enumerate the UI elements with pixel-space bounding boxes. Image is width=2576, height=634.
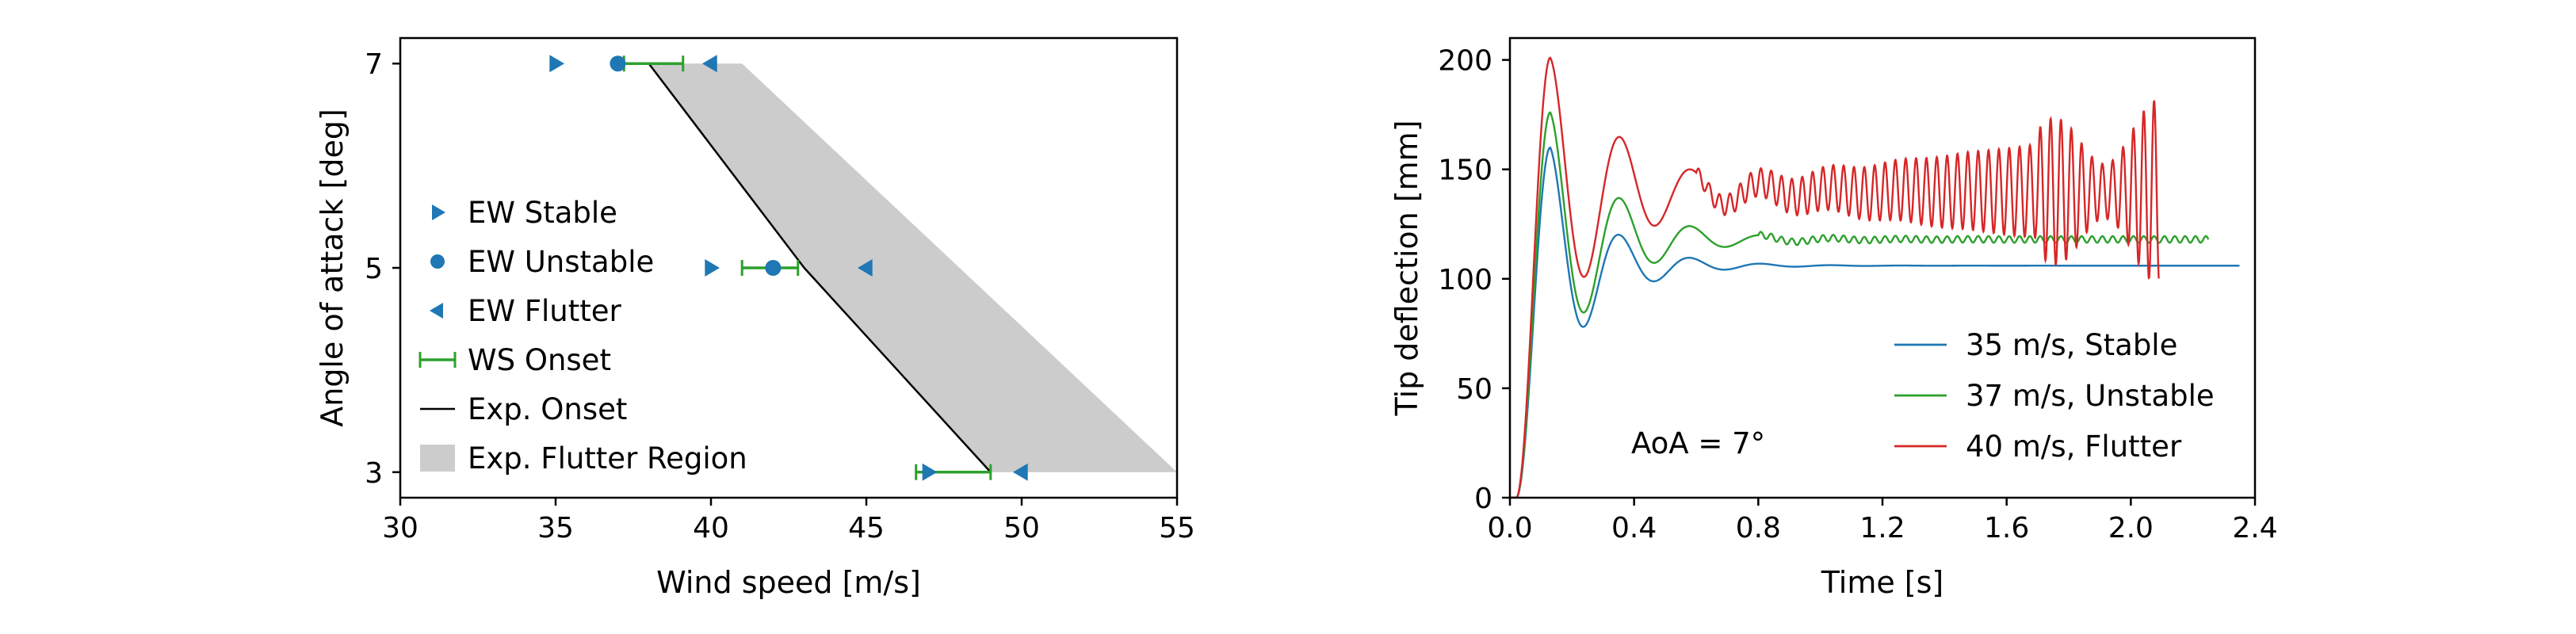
x-tick-label: 50 bbox=[1003, 512, 1040, 544]
legend-flutter-marker bbox=[430, 303, 443, 319]
legend-label: 37 m/s, Unstable bbox=[1966, 379, 2215, 413]
legend-unstable-marker bbox=[430, 254, 445, 269]
x-tick-label: 45 bbox=[848, 512, 885, 544]
legend-flutter-region-swatch bbox=[420, 445, 455, 472]
ew-flutter-point bbox=[702, 55, 717, 73]
y-tick-label: 0 bbox=[1474, 483, 1492, 515]
legend-label: Exp. Flutter Region bbox=[468, 441, 747, 476]
y-tick-label: 3 bbox=[365, 457, 383, 490]
x-tick-label: 0.4 bbox=[1611, 512, 1657, 544]
y-tick-label: 5 bbox=[365, 253, 383, 285]
plot-frame bbox=[1508, 36, 2257, 499]
x-tick-label: 0.8 bbox=[1736, 512, 1781, 544]
legend-label: Exp. Onset bbox=[468, 392, 627, 426]
legend-label: 40 m/s, Flutter bbox=[1966, 430, 2182, 464]
y-tick-label: 200 bbox=[1438, 45, 1492, 78]
ew-unstable-point bbox=[610, 55, 626, 72]
ew-unstable-point bbox=[765, 260, 782, 276]
y-tick-label: 7 bbox=[365, 48, 383, 81]
flutter-region-area bbox=[648, 63, 1177, 472]
series-line-1 bbox=[1510, 146, 2240, 498]
ew-stable-point bbox=[705, 259, 720, 277]
exp-onset-line bbox=[648, 63, 992, 473]
y-axis-label: Tip deflection [mm] bbox=[1389, 120, 1424, 416]
legend-label: 35 m/s, Stable bbox=[1966, 328, 2177, 362]
x-tick-label: 0.0 bbox=[1487, 512, 1532, 544]
y-tick-label: 100 bbox=[1438, 264, 1492, 296]
y-tick-label: 50 bbox=[1456, 373, 1492, 406]
y-axis-label: Angle of attack [deg] bbox=[315, 109, 350, 427]
x-tick-label: 40 bbox=[693, 512, 729, 544]
x-tick-label: 55 bbox=[1159, 512, 1195, 544]
x-axis-label: Time [s] bbox=[1821, 565, 1944, 600]
ew-stable-point bbox=[922, 463, 938, 481]
ew-flutter-point bbox=[1013, 463, 1028, 481]
legend-stable-marker bbox=[432, 204, 445, 220]
x-tick-label: 2.4 bbox=[2232, 512, 2277, 544]
series-line-2 bbox=[1510, 111, 2210, 498]
ew-flutter-point bbox=[858, 259, 873, 277]
legend-label: EW Flutter bbox=[468, 294, 622, 328]
legend-label: EW Stable bbox=[468, 196, 617, 230]
x-axis-label: Wind speed [m/s] bbox=[656, 565, 921, 600]
tip-deflection-chart: 0.0 0.4 0.8 1.2 1.6 2.0 2.4 0 50 100 150 200 Time [s… bbox=[1389, 36, 2278, 600]
series-line-3 bbox=[1510, 56, 2160, 498]
x-tick-label: 30 bbox=[382, 512, 419, 544]
legend-label: EW Unstable bbox=[468, 245, 654, 279]
y-tick-label: 150 bbox=[1438, 155, 1492, 187]
aoa-annotation: AoA = 7° bbox=[1631, 426, 1765, 460]
x-tick-label: 1.2 bbox=[1859, 512, 1905, 544]
x-tick-label: 35 bbox=[537, 512, 574, 544]
legend-label: WS Onset bbox=[468, 343, 611, 377]
x-tick-label: 1.6 bbox=[1984, 512, 2029, 544]
x-tick-label: 2.0 bbox=[2108, 512, 2154, 544]
ew-stable-point bbox=[549, 55, 564, 73]
